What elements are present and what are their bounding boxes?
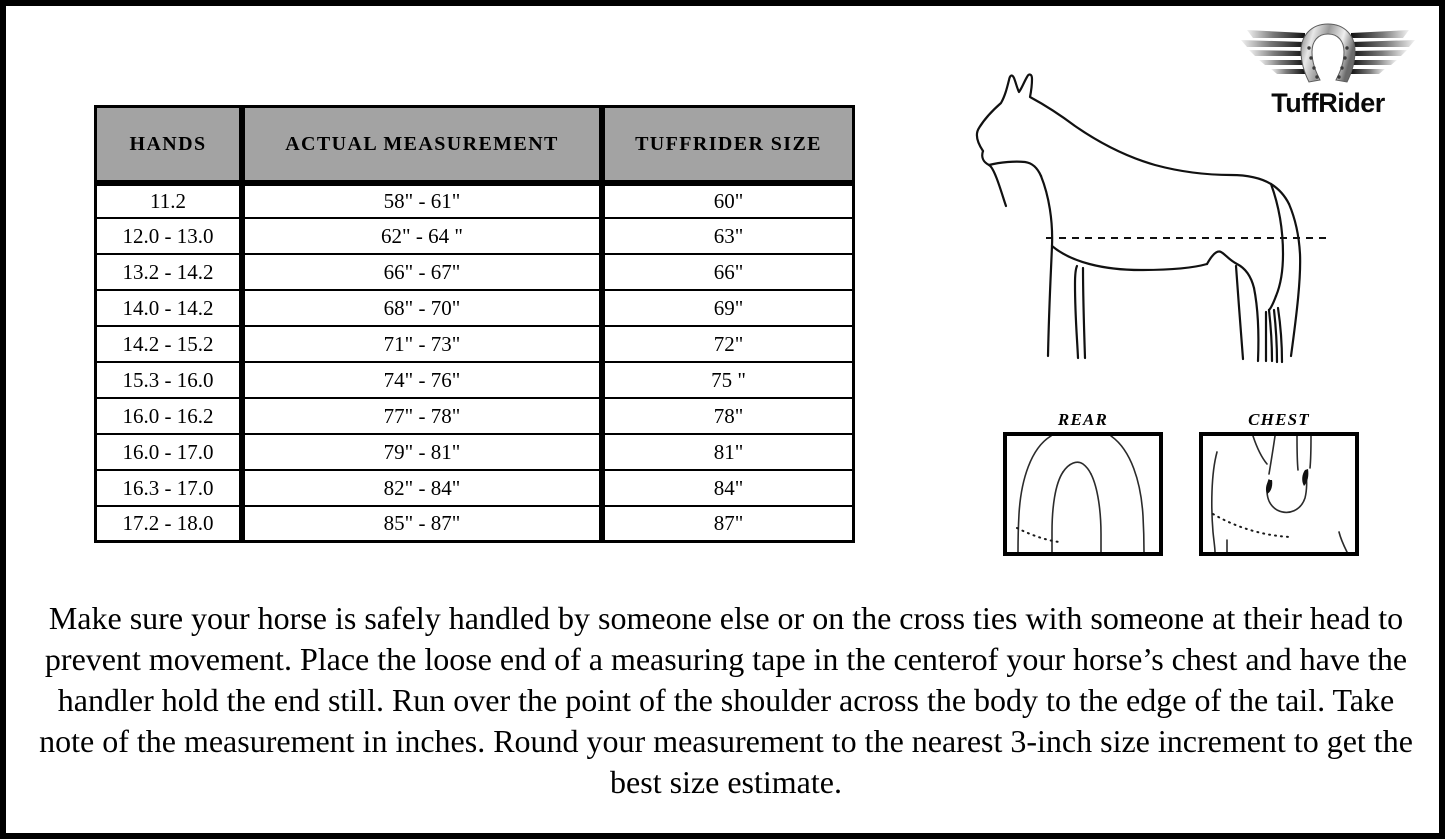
cell-hands: 16.3 - 17.0	[94, 471, 242, 507]
cell-tuffrider-size: 60"	[602, 183, 855, 219]
cell-hands: 13.2 - 14.2	[94, 255, 242, 291]
cell-actual-measurement: 62" - 64 "	[242, 219, 602, 255]
horse-rear-view-icon	[1003, 432, 1163, 556]
table-row: 12.0 - 13.0 62" - 64 " 63"	[94, 219, 855, 255]
measuring-instructions: Make sure your horse is safely handled b…	[39, 600, 1413, 800]
brand-logo: TuffRider	[1233, 18, 1423, 126]
column-header-tuffrider-size: TUFFRIDER SIZE	[602, 105, 855, 183]
cell-actual-measurement: 66" - 67"	[242, 255, 602, 291]
cell-tuffrider-size: 72"	[602, 327, 855, 363]
cell-actual-measurement: 77" - 78"	[242, 399, 602, 435]
cell-hands: 16.0 - 16.2	[94, 399, 242, 435]
cell-actual-measurement: 85" - 87"	[242, 507, 602, 543]
table-row: 14.2 - 15.2 71" - 73" 72"	[94, 327, 855, 363]
table-row: 16.3 - 17.0 82" - 84" 84"	[94, 471, 855, 507]
cell-actual-measurement: 71" - 73"	[242, 327, 602, 363]
cell-tuffrider-size: 87"	[602, 507, 855, 543]
cell-tuffrider-size: 63"	[602, 219, 855, 255]
column-header-actual-measurement: ACTUAL MEASUREMENT	[242, 105, 602, 183]
cell-hands: 14.0 - 14.2	[94, 291, 242, 327]
cell-tuffrider-size: 66"	[602, 255, 855, 291]
table-header-row: HANDS ACTUAL MEASUREMENT TUFFRIDER SIZE	[94, 105, 855, 183]
horse-side-view	[931, 56, 1361, 401]
detail-view-chest: CHEST	[1199, 408, 1359, 556]
cell-tuffrider-size: 78"	[602, 399, 855, 435]
detail-caption-rear: REAR	[1057, 410, 1109, 429]
cell-tuffrider-size: 84"	[602, 471, 855, 507]
horse-chest-view-icon	[1199, 432, 1359, 556]
cell-hands: 17.2 - 18.0	[94, 507, 242, 543]
cell-actual-measurement: 74" - 76"	[242, 363, 602, 399]
cell-tuffrider-size: 75 "	[602, 363, 855, 399]
cell-hands: 16.0 - 17.0	[94, 435, 242, 471]
table-row: 11.2 58" - 61" 60"	[94, 183, 855, 219]
cell-hands: 15.3 - 16.0	[94, 363, 242, 399]
cell-tuffrider-size: 81"	[602, 435, 855, 471]
size-chart-table: HANDS ACTUAL MEASUREMENT TUFFRIDER SIZE …	[94, 105, 855, 543]
brand-name: TuffRider	[1271, 88, 1385, 118]
cell-hands: 12.0 - 13.0	[94, 219, 242, 255]
cell-hands: 14.2 - 15.2	[94, 327, 242, 363]
cell-actual-measurement: 68" - 70"	[242, 291, 602, 327]
winged-horseshoe-icon	[1233, 18, 1423, 90]
table-row: 15.3 - 16.0 74" - 76" 75 "	[94, 363, 855, 399]
cell-actual-measurement: 79" - 81"	[242, 435, 602, 471]
detail-caption-chest: CHEST	[1248, 410, 1310, 429]
cell-tuffrider-size: 69"	[602, 291, 855, 327]
cell-hands: 11.2	[94, 183, 242, 219]
table-row: 13.2 - 14.2 66" - 67" 66"	[94, 255, 855, 291]
detail-view-rear: REAR	[1003, 408, 1163, 556]
detail-views: REAR	[1003, 408, 1365, 566]
table-row: 17.2 - 18.0 85" - 87" 87"	[94, 507, 855, 543]
table-row: 16.0 - 16.2 77" - 78" 78"	[94, 399, 855, 435]
table-row: 16.0 - 17.0 79" - 81" 81"	[94, 435, 855, 471]
cell-actual-measurement: 58" - 61"	[242, 183, 602, 219]
column-header-hands: HANDS	[94, 105, 242, 183]
table-row: 14.0 - 14.2 68" - 70" 69"	[94, 291, 855, 327]
cell-actual-measurement: 82" - 84"	[242, 471, 602, 507]
